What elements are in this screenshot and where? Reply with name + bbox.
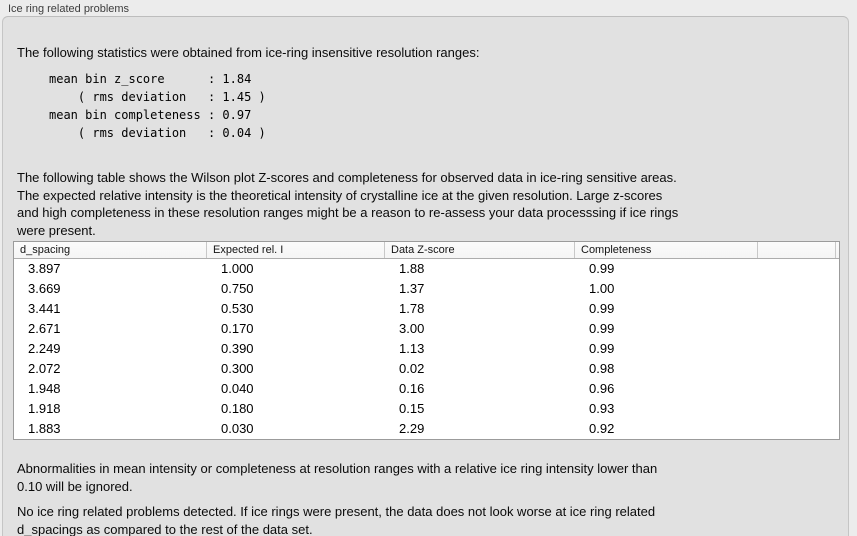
column-header-completeness[interactable]: Completeness xyxy=(575,242,758,258)
table-cell: 1.37 xyxy=(399,281,425,296)
table-cell-filler xyxy=(758,299,839,319)
table-cell-filler xyxy=(758,379,839,399)
table-cell: 3.441 xyxy=(28,301,61,316)
table-note-text: The following table shows the Wilson plo… xyxy=(17,170,679,238)
table-cell: 1.88 xyxy=(399,261,425,276)
table-cell: 0.98 xyxy=(589,361,615,376)
table-cell: 1.13 xyxy=(399,341,425,356)
stats-block: mean bin z_score : 1.84 ( rms deviation … xyxy=(49,72,266,140)
table-cell: 1.00 xyxy=(589,281,615,296)
table-row[interactable]: 1.948 0.040 0.16 0.96 xyxy=(14,379,839,399)
ice-ring-table: d_spacing Expected rel. I Data Z-score C… xyxy=(13,241,840,440)
conclusion-text: No ice ring related problems detected. I… xyxy=(17,504,656,536)
table-cell: 0.16 xyxy=(399,381,425,396)
column-header-expected-rel-i[interactable]: Expected rel. I xyxy=(207,242,385,258)
table-cell: 0.99 xyxy=(589,321,615,336)
table-row[interactable]: 1.918 0.180 0.15 0.93 xyxy=(14,399,839,419)
table-cell: 3.00 xyxy=(399,321,425,336)
table-body: 3.897 1.000 1.88 0.99 3.669 0.750 1.37 1.00 3.44… xyxy=(14,259,839,439)
table-row[interactable]: 2.072 0.300 0.02 0.98 xyxy=(14,359,839,379)
table-row[interactable]: 2.671 0.170 3.00 0.99 xyxy=(14,319,839,339)
column-header-d-spacing[interactable]: d_spacing xyxy=(14,242,207,258)
panel-title: Ice ring related problems xyxy=(8,3,130,15)
intro-text: The following statistics were obtained f… xyxy=(17,45,480,60)
ice-ring-group-box: The following statistics were obtained f… xyxy=(2,16,849,536)
table-cell: 1.918 xyxy=(28,401,61,416)
table-cell-filler xyxy=(758,259,839,279)
table-cell: 1.948 xyxy=(28,381,61,396)
table-cell-filler xyxy=(758,399,839,419)
table-cell: 0.93 xyxy=(589,401,615,416)
table-cell: 0.99 xyxy=(589,301,615,316)
table-cell: 0.92 xyxy=(589,421,615,436)
table-cell: 2.072 xyxy=(28,361,61,376)
table-cell: 1.883 xyxy=(28,421,61,436)
table-cell: 2.249 xyxy=(28,341,61,356)
table-cell: 0.02 xyxy=(399,361,425,376)
table-header-row: d_spacing Expected rel. I Data Z-score C… xyxy=(14,242,839,259)
table-cell-filler xyxy=(758,279,839,299)
column-header-filler xyxy=(758,242,836,258)
table-cell: 1.78 xyxy=(399,301,425,316)
table-row[interactable]: 1.883 0.030 2.29 0.92 xyxy=(14,419,839,439)
table-cell: 0.99 xyxy=(589,261,615,276)
table-row[interactable]: 2.249 0.390 1.13 0.99 xyxy=(14,339,839,359)
table-cell: 0.300 xyxy=(221,361,254,376)
table-cell: 2.29 xyxy=(399,421,425,436)
table-cell: 3.897 xyxy=(28,261,61,276)
table-cell: 0.96 xyxy=(589,381,615,396)
column-header-data-z-score[interactable]: Data Z-score xyxy=(385,242,575,258)
table-cell: 0.170 xyxy=(221,321,254,336)
table-cell: 0.030 xyxy=(221,421,254,436)
table-cell: 0.99 xyxy=(589,341,615,356)
table-cell: 0.15 xyxy=(399,401,425,416)
table-cell: 3.669 xyxy=(28,281,61,296)
table-cell: 2.671 xyxy=(28,321,61,336)
table-row[interactable]: 3.669 0.750 1.37 1.00 xyxy=(14,279,839,299)
table-cell-filler xyxy=(758,319,839,339)
table-cell: 0.180 xyxy=(221,401,254,416)
table-row[interactable]: 3.897 1.000 1.88 0.99 xyxy=(14,259,839,279)
table-cell-filler xyxy=(758,359,839,379)
table-cell: 0.390 xyxy=(221,341,254,356)
table-cell: 0.530 xyxy=(221,301,254,316)
ignore-note-text: Abnormalities in mean intensity or compl… xyxy=(17,461,658,494)
table-cell-filler xyxy=(758,339,839,359)
table-cell-filler xyxy=(758,419,839,439)
table-cell: 1.000 xyxy=(221,261,254,276)
table-cell: 0.750 xyxy=(221,281,254,296)
table-row[interactable]: 3.441 0.530 1.78 0.99 xyxy=(14,299,839,319)
table-cell: 0.040 xyxy=(221,381,254,396)
